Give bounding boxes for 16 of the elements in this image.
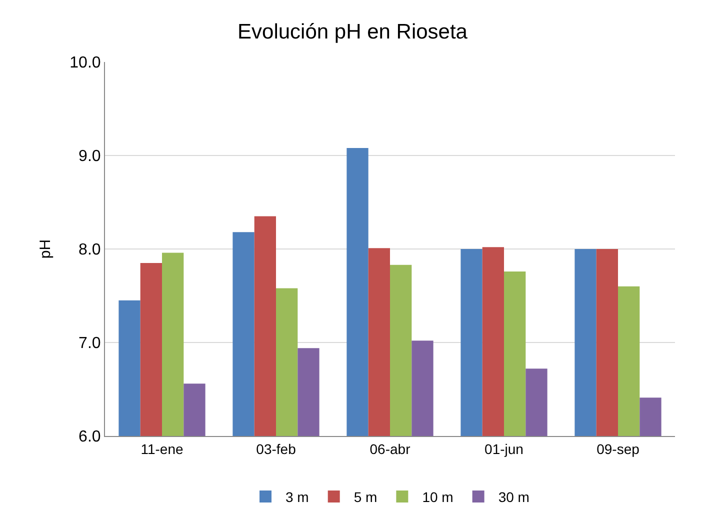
y-tick-label: 10.0 (70, 54, 101, 72)
y-axis-title: pH (36, 239, 54, 259)
x-tick-label: 01-jun (484, 440, 524, 457)
legend-label: 5 m (354, 488, 378, 505)
x-tick-label: 06-abr (370, 440, 411, 457)
y-tick-label: 8.0 (78, 242, 101, 259)
legend-label: 10 m (422, 488, 454, 505)
y-tick-label: 6.0 (78, 428, 101, 446)
x-tick-label: 09-sep (596, 440, 640, 457)
x-tick-label: 03-feb (256, 440, 296, 457)
legend-label: 3 m (286, 488, 309, 505)
y-tick-label: 9.0 (78, 148, 101, 166)
x-tick-label: 11-ene (140, 440, 184, 457)
y-tick-label: 7.0 (78, 335, 101, 352)
chart-title: Evolución pH en Rioseta (238, 20, 468, 44)
legend-label: 30 m (498, 488, 530, 505)
